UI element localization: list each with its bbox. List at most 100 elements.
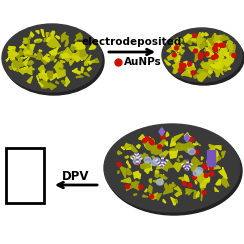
Ellipse shape	[209, 166, 213, 170]
Polygon shape	[216, 57, 221, 60]
Polygon shape	[150, 193, 158, 199]
Polygon shape	[200, 33, 204, 37]
Polygon shape	[170, 184, 176, 189]
Polygon shape	[205, 173, 210, 182]
Polygon shape	[179, 177, 184, 180]
Polygon shape	[17, 58, 23, 66]
Polygon shape	[89, 44, 96, 50]
Polygon shape	[12, 60, 22, 67]
Polygon shape	[222, 56, 234, 67]
Polygon shape	[12, 57, 15, 61]
Polygon shape	[37, 75, 39, 81]
Polygon shape	[49, 83, 56, 90]
Ellipse shape	[199, 53, 203, 57]
Polygon shape	[182, 174, 189, 181]
Polygon shape	[121, 167, 126, 178]
Polygon shape	[179, 61, 188, 68]
Ellipse shape	[190, 137, 194, 141]
Polygon shape	[208, 149, 219, 159]
Polygon shape	[206, 160, 212, 167]
Polygon shape	[23, 47, 33, 56]
Polygon shape	[208, 69, 212, 72]
Polygon shape	[202, 157, 203, 160]
Polygon shape	[150, 194, 153, 199]
Ellipse shape	[139, 185, 143, 189]
Polygon shape	[217, 68, 221, 69]
Ellipse shape	[162, 28, 242, 82]
Polygon shape	[220, 65, 223, 70]
Polygon shape	[130, 145, 138, 154]
Polygon shape	[74, 42, 85, 49]
Ellipse shape	[149, 139, 153, 143]
Polygon shape	[200, 181, 207, 189]
Ellipse shape	[174, 46, 178, 50]
Polygon shape	[125, 143, 131, 148]
Polygon shape	[61, 53, 70, 58]
Polygon shape	[60, 60, 65, 63]
Polygon shape	[181, 44, 184, 47]
Polygon shape	[30, 32, 34, 37]
Polygon shape	[149, 179, 151, 183]
Polygon shape	[47, 54, 50, 55]
Polygon shape	[226, 64, 230, 68]
Polygon shape	[198, 191, 199, 194]
Polygon shape	[145, 146, 153, 150]
Ellipse shape	[196, 167, 203, 173]
Polygon shape	[216, 156, 221, 160]
Polygon shape	[178, 63, 180, 65]
Polygon shape	[205, 33, 207, 35]
Ellipse shape	[213, 47, 217, 51]
Polygon shape	[133, 194, 137, 195]
Polygon shape	[202, 63, 205, 67]
Ellipse shape	[188, 149, 195, 155]
Polygon shape	[195, 56, 200, 62]
Polygon shape	[206, 40, 216, 51]
Polygon shape	[188, 164, 192, 165]
Polygon shape	[207, 54, 209, 57]
Polygon shape	[159, 179, 162, 182]
Polygon shape	[222, 45, 226, 48]
Polygon shape	[197, 37, 203, 46]
Ellipse shape	[145, 137, 149, 141]
Polygon shape	[140, 155, 148, 158]
Text: AuNPs: AuNPs	[124, 57, 162, 67]
Polygon shape	[51, 53, 54, 57]
Ellipse shape	[142, 139, 147, 143]
Polygon shape	[125, 156, 129, 158]
Polygon shape	[213, 158, 218, 166]
Polygon shape	[44, 38, 47, 42]
Polygon shape	[173, 163, 183, 172]
Polygon shape	[59, 52, 63, 58]
Polygon shape	[163, 164, 167, 171]
Polygon shape	[174, 186, 181, 191]
Polygon shape	[71, 47, 75, 51]
Polygon shape	[69, 59, 76, 65]
Polygon shape	[176, 144, 188, 150]
Polygon shape	[204, 68, 208, 76]
Polygon shape	[192, 37, 198, 43]
Polygon shape	[185, 149, 188, 152]
Polygon shape	[152, 156, 154, 160]
Polygon shape	[150, 145, 162, 155]
Polygon shape	[132, 181, 139, 190]
Polygon shape	[196, 193, 199, 197]
Polygon shape	[228, 58, 234, 61]
Polygon shape	[175, 52, 180, 62]
Polygon shape	[195, 180, 197, 184]
Polygon shape	[34, 53, 37, 57]
Polygon shape	[6, 57, 9, 61]
Ellipse shape	[219, 43, 223, 47]
Polygon shape	[201, 189, 203, 201]
Ellipse shape	[205, 52, 209, 56]
Ellipse shape	[199, 53, 203, 57]
Polygon shape	[159, 139, 166, 148]
Polygon shape	[61, 80, 65, 84]
Polygon shape	[146, 137, 150, 139]
Polygon shape	[44, 71, 53, 79]
Polygon shape	[217, 68, 223, 75]
Ellipse shape	[193, 170, 200, 176]
Polygon shape	[223, 177, 227, 179]
Polygon shape	[206, 46, 214, 51]
Polygon shape	[189, 143, 194, 149]
Polygon shape	[207, 38, 218, 46]
